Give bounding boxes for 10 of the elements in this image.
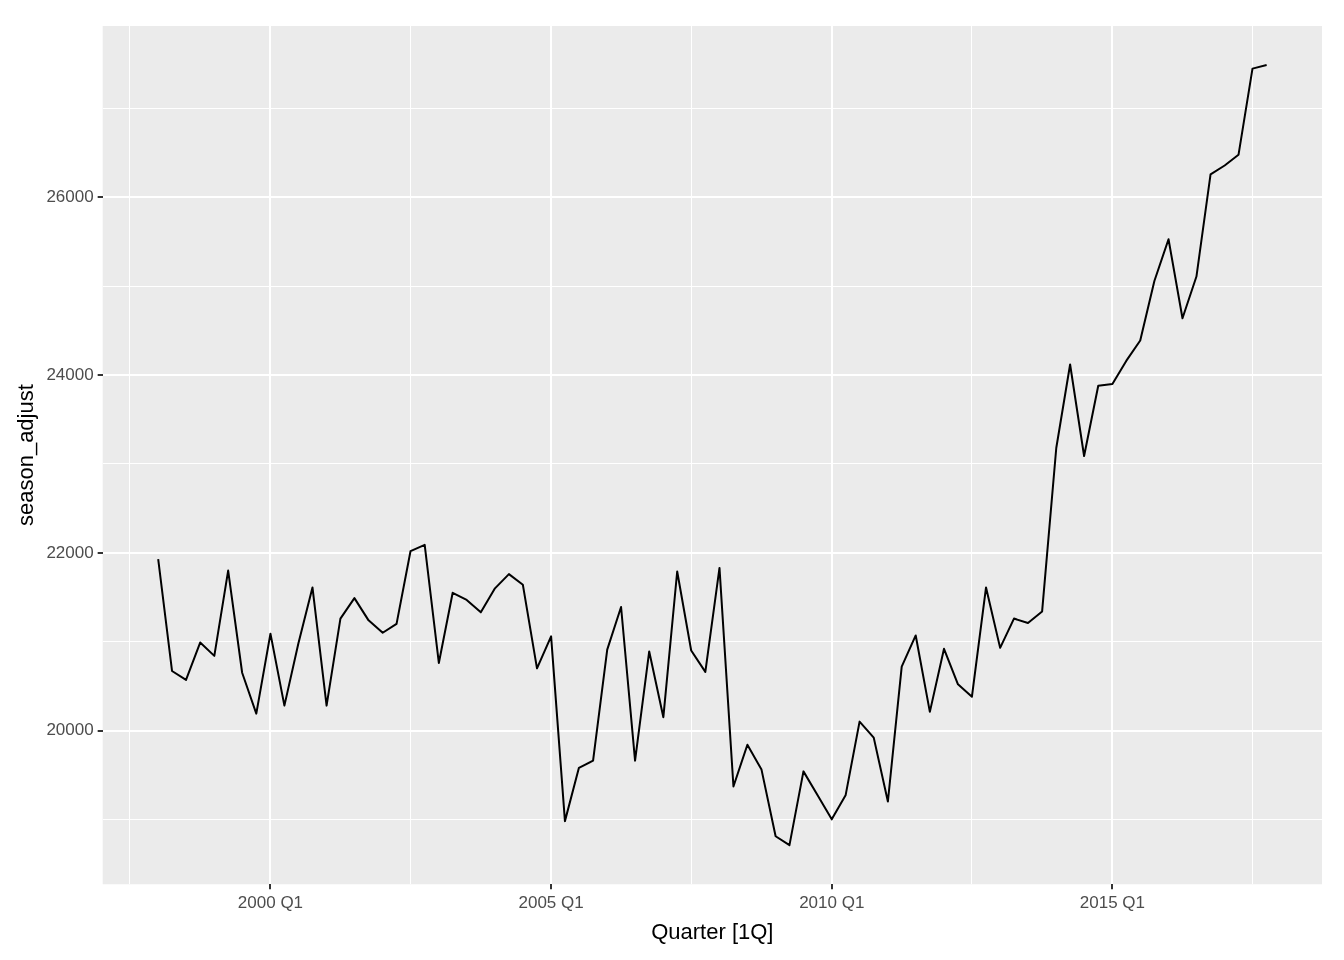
y-tick-label: 22000	[46, 542, 94, 562]
x-tick-label: 2010 Q1	[799, 893, 865, 913]
x-tick-label: 2005 Q1	[518, 893, 584, 913]
y-tick-label: 24000	[46, 364, 94, 384]
x-tick-label: 2015 Q1	[1079, 893, 1146, 913]
x-axis-title: Quarter [1Q]	[651, 918, 774, 944]
y-tick-label: 26000	[46, 187, 94, 207]
x-tick-label: 2000 Q1	[237, 893, 304, 913]
y-axis-title: season_adjust	[13, 384, 39, 527]
y-tick-label: 20000	[46, 720, 94, 740]
